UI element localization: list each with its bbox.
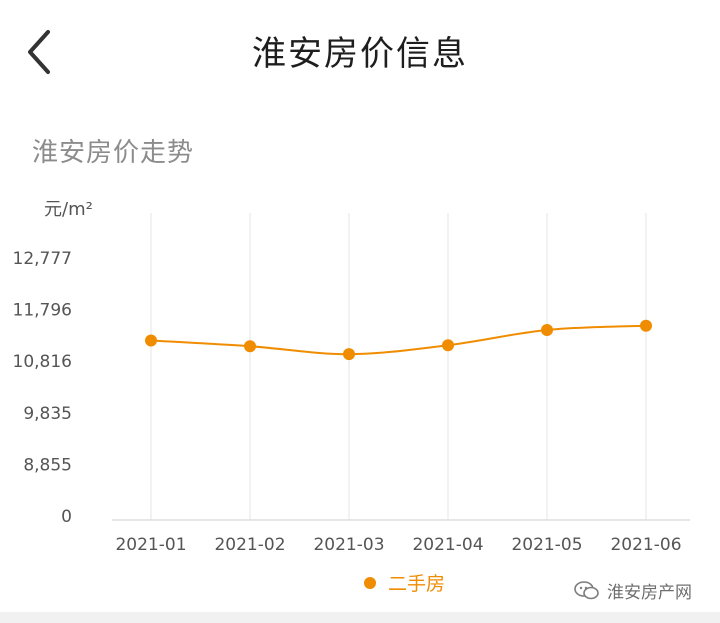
- y-tick-label: 0: [61, 507, 72, 527]
- legend-marker: [364, 577, 376, 589]
- price-trend-chart: 元/m² 12,777 11,796 10,816 9,835 8,855 0 2021-…: [0, 180, 720, 600]
- y-tick-label: 12,777: [13, 249, 72, 269]
- chart-canvas: 元/m² 12,777 11,796 10,816 9,835 8,855 0 2021-…: [13, 199, 690, 595]
- x-tick-label: 2021-04: [412, 535, 483, 555]
- data-point: [640, 319, 652, 332]
- y-axis-unit-label: 元/m²: [44, 199, 93, 220]
- series-line: [150, 324, 647, 356]
- bottom-bar: [0, 612, 720, 623]
- data-point: [442, 339, 454, 352]
- back-button[interactable]: [18, 22, 62, 78]
- watermark-text: 淮安房产网: [607, 583, 692, 603]
- x-tick-label: 2021-03: [313, 535, 384, 555]
- x-tick-label: 2021-01: [115, 535, 186, 555]
- app-header: 淮安房价信息: [0, 0, 720, 100]
- y-tick-label: 8,855: [23, 455, 72, 475]
- data-point: [145, 334, 157, 347]
- legend-label: 二手房: [388, 573, 445, 595]
- x-tick-label: 2021-02: [214, 535, 285, 555]
- y-tick-label: 9,835: [23, 404, 72, 424]
- data-point: [244, 340, 256, 353]
- data-point: [541, 323, 553, 336]
- watermark: 淮安房产网: [573, 578, 692, 603]
- data-point: [343, 348, 355, 361]
- y-tick-label: 10,816: [13, 352, 72, 372]
- y-tick-label: 11,796: [13, 301, 72, 321]
- x-tick-label: 2021-06: [610, 535, 681, 555]
- wechat-icon: [574, 580, 599, 599]
- x-tick-label: 2021-05: [511, 535, 582, 555]
- section-title: 淮安房价走势: [32, 138, 195, 168]
- page-title: 淮安房价信息: [252, 34, 468, 74]
- chevron-left-icon: [28, 30, 50, 74]
